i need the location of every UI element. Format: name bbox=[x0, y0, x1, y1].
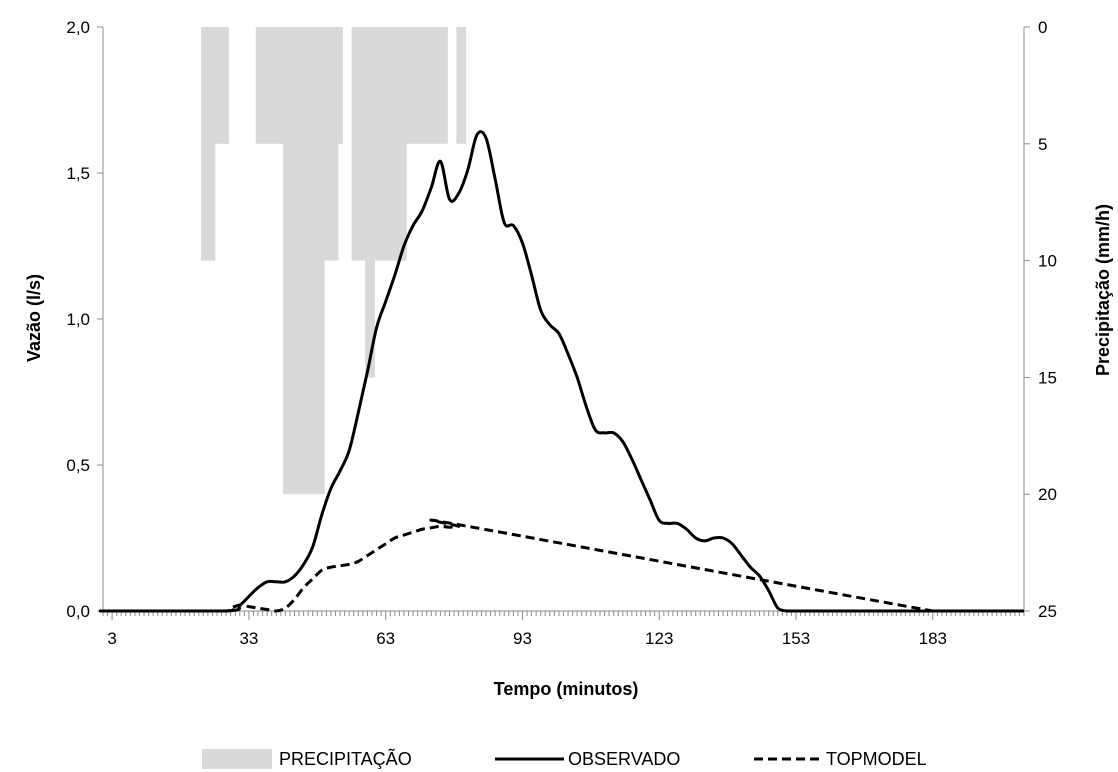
right-y-tick-label: 10 bbox=[1038, 252, 1057, 271]
precipitation-bar bbox=[406, 27, 412, 144]
precipitation-bar bbox=[260, 27, 266, 144]
precipitation-bar bbox=[387, 27, 394, 261]
precipitation-bar bbox=[351, 27, 357, 261]
x-tick-label: 153 bbox=[782, 629, 810, 648]
x-axis-title: Tempo (minutos) bbox=[494, 679, 639, 699]
right-y-tick-label: 15 bbox=[1038, 368, 1057, 387]
right-y-tick-label: 20 bbox=[1038, 485, 1057, 504]
precipitation-bar bbox=[269, 27, 275, 144]
precipitation-bar bbox=[255, 27, 261, 144]
left-y-tick-label: 2,0 bbox=[66, 18, 90, 37]
series-lines bbox=[98, 130, 1024, 613]
right-y-axis-title: Precipitação (mm/h) bbox=[1093, 204, 1113, 376]
precipitation-bar bbox=[337, 27, 343, 144]
left-y-axis-title: Vazão (l/s) bbox=[24, 274, 44, 362]
precipitation-bar bbox=[419, 27, 426, 144]
precipitation-bar bbox=[205, 27, 211, 261]
legend-label-precipitacao: PRECIPITAÇÃO bbox=[279, 748, 412, 769]
precipitation-bar bbox=[287, 27, 293, 495]
precipitation-bar bbox=[415, 27, 421, 144]
precipitation-bar bbox=[442, 27, 448, 144]
precipitation-bar bbox=[301, 27, 307, 495]
right-y-tick-label: 5 bbox=[1038, 135, 1047, 154]
precipitation-bar bbox=[223, 27, 229, 144]
precipitation-bar bbox=[264, 27, 271, 144]
precipitation-bar bbox=[438, 27, 444, 144]
precipitation-bar bbox=[378, 27, 384, 261]
precipitation-bar bbox=[214, 27, 220, 144]
precipitation-bar bbox=[315, 27, 321, 495]
precipitation-bar bbox=[369, 27, 375, 378]
precipitation-bars bbox=[201, 27, 467, 495]
right-y-axis-ticks: 0 5 10 15 20 25 bbox=[1024, 18, 1057, 621]
precipitation-bar bbox=[429, 27, 435, 144]
precipitation-bar bbox=[460, 27, 467, 144]
x-tick-label: 3 bbox=[107, 629, 116, 648]
precipitation-bar bbox=[201, 27, 207, 261]
x-tick-label: 63 bbox=[376, 629, 395, 648]
legend-label-topmodel: TOPMODEL bbox=[826, 749, 927, 769]
left-y-tick-label: 0,5 bbox=[66, 456, 90, 475]
precipitation-bar bbox=[356, 27, 362, 261]
precipitation-bar bbox=[401, 27, 407, 261]
legend-label-observado: OBSERVADO bbox=[568, 749, 680, 769]
left-y-tick-label: 1,5 bbox=[66, 164, 90, 183]
right-y-tick-label: 0 bbox=[1038, 18, 1047, 37]
precipitation-bar bbox=[433, 27, 439, 144]
precipitation-bar bbox=[456, 27, 462, 144]
precipitation-bar bbox=[392, 27, 398, 261]
legend: PRECIPITAÇÃO OBSERVADO TOPMODEL bbox=[202, 748, 927, 769]
precipitation-bar bbox=[383, 27, 389, 261]
precipitation-bar bbox=[410, 27, 416, 144]
x-tick-label: 123 bbox=[645, 629, 673, 648]
axes bbox=[102, 27, 1025, 612]
x-tick-label: 33 bbox=[239, 629, 258, 648]
precipitation-bar bbox=[333, 27, 339, 261]
precipitation-bar bbox=[324, 27, 330, 261]
left-y-tick-label: 1,0 bbox=[66, 310, 90, 329]
precipitation-bar bbox=[360, 27, 366, 261]
precipitation-bar bbox=[292, 27, 298, 495]
x-tick-label: 183 bbox=[919, 629, 947, 648]
precipitation-bar bbox=[219, 27, 225, 144]
x-axis-ticks: 3 33 63 93 123 153 183 bbox=[102, 611, 1025, 648]
precipitation-bar bbox=[278, 27, 284, 144]
right-y-tick-label: 25 bbox=[1038, 602, 1057, 621]
x-tick-label: 93 bbox=[513, 629, 532, 648]
precipitation-bar bbox=[397, 27, 403, 261]
precipitation-bar bbox=[305, 27, 312, 495]
legend-swatch-precipitacao bbox=[202, 749, 272, 769]
series-line-observado bbox=[98, 130, 1024, 613]
precipitation-bar bbox=[319, 27, 325, 495]
precipitation-bar bbox=[365, 27, 371, 378]
precipitation-bar bbox=[273, 27, 280, 144]
precipitation-bar bbox=[283, 27, 289, 495]
precipitation-bar bbox=[328, 27, 334, 261]
precipitation-bar bbox=[210, 27, 216, 261]
precipitation-bar bbox=[296, 27, 302, 495]
series-line-topmodel bbox=[99, 518, 1024, 613]
left-y-tick-label: 0,0 bbox=[66, 602, 90, 621]
precipitation-bar bbox=[374, 27, 380, 261]
precipitation-bar bbox=[424, 27, 430, 144]
left-y-axis-ticks: 0,0 0,5 1,0 1,5 2,0 bbox=[66, 18, 103, 621]
precipitation-bar bbox=[310, 27, 316, 495]
